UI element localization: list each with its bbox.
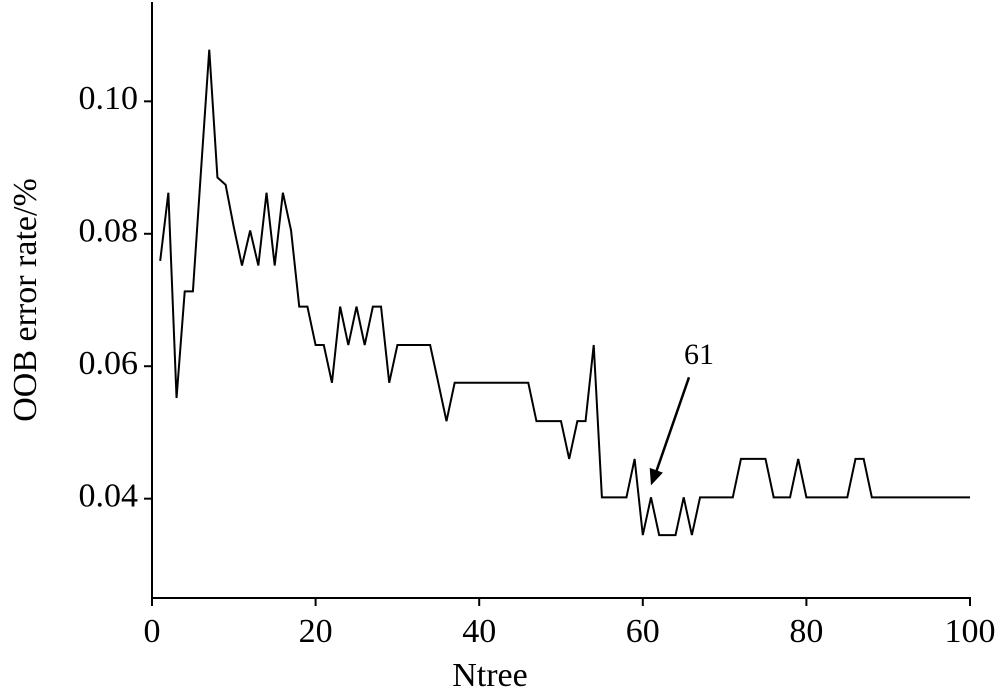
x-tick-label: 0 — [144, 613, 161, 650]
annotation-arrow — [653, 376, 691, 476]
x-tick-label: 40 — [462, 613, 496, 650]
y-tick-label: 0.06 — [79, 345, 139, 382]
x-tick-label: 80 — [789, 613, 823, 650]
x-tick-label: 60 — [626, 613, 660, 650]
x-tick-label: 20 — [299, 613, 333, 650]
y-axis-label: OOB error rate/% — [7, 178, 44, 422]
x-tick-label: 100 — [945, 613, 996, 650]
y-tick-label: 0.04 — [79, 477, 139, 514]
x-axis-label: Ntree — [452, 657, 528, 694]
y-tick-label: 0.10 — [79, 80, 139, 117]
line-series — [159, 49, 970, 537]
y-tick-label: 0.08 — [79, 213, 139, 250]
annotation-label: 61 — [684, 338, 714, 371]
annotation-arrowhead — [649, 467, 663, 486]
